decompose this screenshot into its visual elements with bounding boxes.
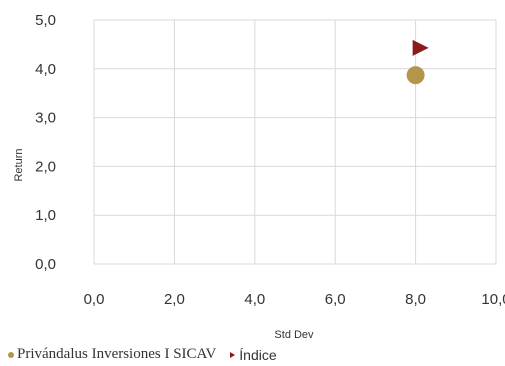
x-tick-label: 8,0	[405, 291, 426, 308]
legend-triangle-marker	[230, 351, 236, 358]
legend: Privándalus Inversiones I SICAV Índice	[8, 346, 291, 363]
legend-circle-marker	[8, 351, 14, 358]
x-tick-label: 4,0	[244, 291, 265, 308]
y-tick-label: 1,0	[35, 207, 56, 224]
y-tick-labels: 0,0 1,0 2,0 3,0 4,0 5,0	[35, 12, 56, 273]
x-tick-labels: 0,0 2,0 4,0 6,0 8,0 10,0	[84, 291, 505, 308]
x-tick-label: 0,0	[84, 291, 105, 308]
y-tick-label: 0,0	[35, 256, 56, 273]
y-tick-label: 4,0	[35, 61, 56, 78]
x-tick-label: 10,0	[481, 291, 505, 308]
x-axis-label: Std Dev	[274, 329, 314, 341]
y-tick-label: 5,0	[35, 12, 56, 29]
legend-label-fund: Privándalus Inversiones I SICAV	[17, 346, 217, 362]
grid-lines	[93, 19, 497, 265]
point-fund	[406, 66, 425, 85]
y-tick-label: 3,0	[35, 110, 56, 127]
legend-label-index: Índice	[239, 346, 277, 363]
x-tick-label: 2,0	[164, 291, 185, 308]
x-tick-label: 6,0	[325, 291, 346, 308]
y-tick-label: 2,0	[35, 158, 56, 175]
data-points	[406, 39, 429, 85]
legend-item-fund: Privándalus Inversiones I SICAV	[8, 346, 216, 363]
point-index	[412, 39, 429, 56]
y-axis-label: Return	[13, 148, 25, 181]
legend-item-index: Índice	[230, 346, 277, 363]
